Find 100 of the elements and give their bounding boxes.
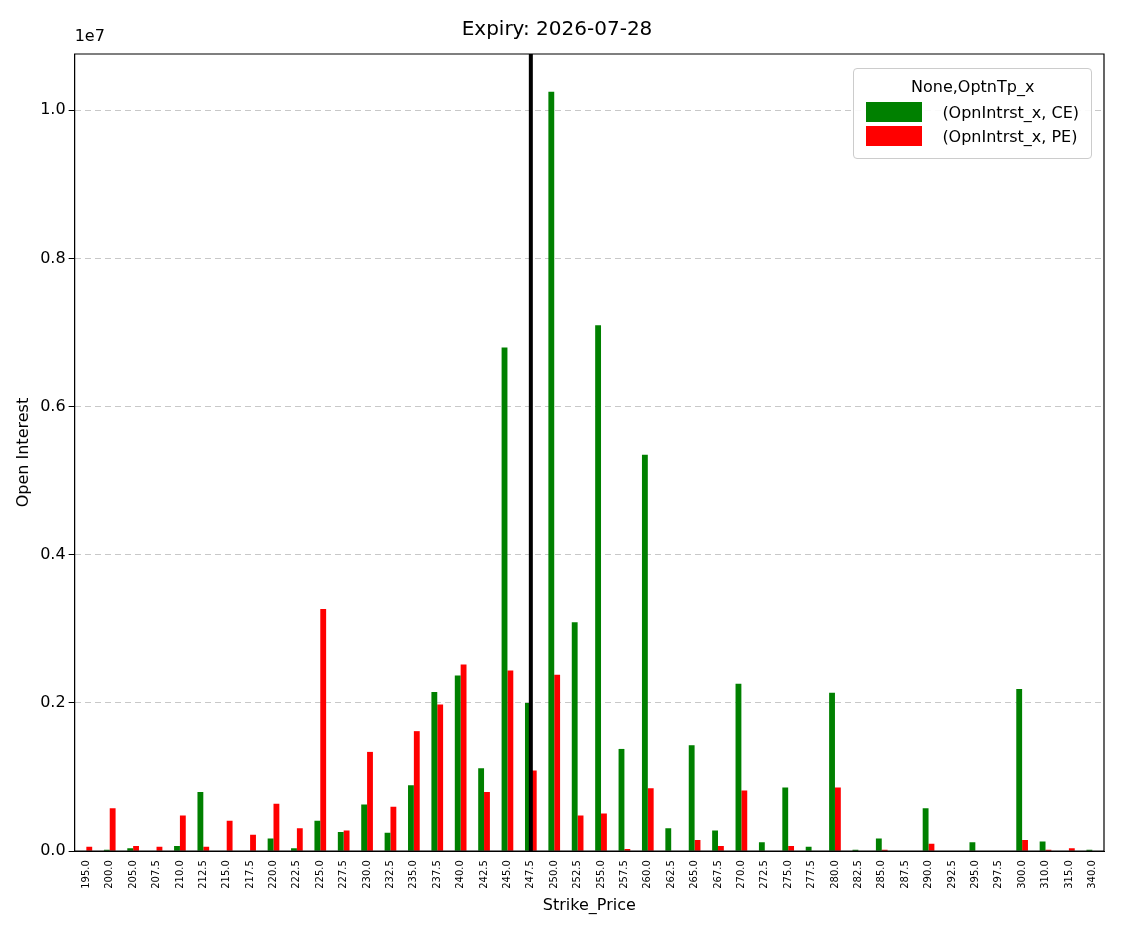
x-tick-label: 257.5 (618, 860, 630, 889)
x-tick-label: 270.0 (734, 860, 746, 889)
y-tick-label: 0.4 (40, 543, 66, 563)
bar (548, 91, 555, 851)
x-tick-label: 225.0 (313, 860, 325, 889)
bar (1022, 840, 1028, 851)
bar (86, 846, 93, 851)
bar (834, 787, 841, 851)
bar (478, 768, 485, 851)
bar (782, 787, 789, 851)
x-tick-label: 217.5 (243, 860, 255, 889)
y-tick-label: 0.6 (40, 395, 66, 415)
bar (460, 664, 467, 851)
bar (431, 691, 438, 851)
bar (203, 846, 210, 851)
bar (758, 842, 765, 851)
bar (712, 830, 718, 851)
x-tick-label: 232.5 (384, 860, 396, 889)
bar (179, 815, 186, 851)
bar (437, 704, 444, 851)
bar (741, 790, 748, 851)
x-tick-label: 205.0 (126, 860, 138, 889)
bar (109, 808, 116, 851)
x-tick-label: 255.0 (594, 860, 606, 889)
bar (226, 820, 233, 851)
bar (788, 845, 795, 851)
bar (805, 846, 812, 851)
bar (408, 785, 414, 851)
bar (641, 454, 648, 851)
bar (1016, 688, 1023, 851)
y-tick-label: 0.8 (40, 247, 66, 267)
x-tick-label: 220.0 (267, 860, 279, 889)
x-tick-label: 310.0 (1039, 860, 1051, 889)
legend-title: None,OptnTp_x (910, 77, 1036, 96)
x-axis-title: Strike_Price (542, 894, 636, 915)
x-tick-label: 245.0 (501, 860, 513, 889)
x-tick-label: 300.0 (1015, 860, 1027, 889)
bar (314, 820, 321, 851)
bar (273, 803, 280, 851)
bar (507, 670, 514, 851)
bar (320, 608, 327, 851)
bar (1068, 848, 1075, 851)
x-tick-label: 210.0 (173, 860, 185, 889)
bar (875, 838, 882, 851)
bar (922, 808, 929, 851)
chart-title: Expiry: 2026-07-28 (461, 16, 653, 41)
x-tick-label: 237.5 (430, 860, 442, 889)
y-tick-label: 0.2 (40, 692, 66, 712)
bar (969, 842, 976, 851)
bar (717, 845, 724, 851)
legend-label: (OpnIntrst_x, CE) (942, 102, 1079, 122)
bar (647, 788, 654, 851)
x-tick-label: 272.5 (758, 860, 770, 889)
x-tick-label: 297.5 (992, 860, 1004, 889)
x-tick-label: 340.0 (1085, 860, 1097, 889)
bar (250, 834, 256, 851)
bar (197, 791, 204, 851)
x-tick-label: 200.0 (103, 860, 115, 889)
bar (133, 845, 139, 851)
x-tick-label: 247.5 (524, 860, 536, 889)
x-tick-label: 267.5 (711, 860, 723, 889)
bar (296, 828, 303, 851)
x-tick-label: 207.5 (150, 860, 162, 889)
x-tick-label: 252.5 (571, 860, 583, 889)
x-tick-label: 277.5 (805, 860, 817, 889)
bar (454, 675, 461, 851)
x-tick-label: 222.5 (290, 860, 302, 889)
bar (571, 622, 578, 851)
x-tick-label: 265.0 (688, 860, 700, 889)
bar (688, 745, 695, 851)
bar (367, 751, 373, 851)
x-tick-label: 235.0 (407, 860, 419, 889)
x-tick-label: 285.0 (875, 860, 887, 889)
x-tick-label: 292.5 (945, 860, 957, 889)
x-tick-label: 315.0 (1062, 860, 1074, 889)
x-tick-label: 287.5 (898, 860, 910, 889)
x-tick-label: 275.0 (781, 860, 793, 889)
x-tick-label: 215.0 (220, 860, 232, 889)
bar (484, 791, 490, 851)
bar (595, 325, 602, 851)
x-tick-label: 240.0 (454, 860, 466, 889)
bar (601, 813, 607, 851)
bar (413, 731, 420, 851)
bar (291, 848, 297, 851)
y-tick-label: 1.0 (40, 99, 66, 119)
y-tick-label: 0.0 (40, 840, 66, 860)
text: 1e7 (74, 26, 105, 45)
x-tick-label: 295.0 (968, 860, 980, 889)
x-tick-label: 227.5 (337, 860, 349, 889)
x-tick-label: 230.0 (360, 860, 372, 889)
bar (665, 828, 672, 851)
x-tick-label: 242.5 (477, 860, 489, 889)
y-axis-title: Open Interest (12, 397, 32, 508)
bar (554, 674, 561, 851)
x-tick-label: 212.5 (196, 860, 208, 889)
x-tick-label: 250.0 (547, 860, 559, 889)
x-tick-label: 260.0 (641, 860, 653, 889)
x-tick-label: 262.5 (664, 860, 676, 889)
bar (361, 804, 368, 851)
bar (829, 692, 835, 851)
